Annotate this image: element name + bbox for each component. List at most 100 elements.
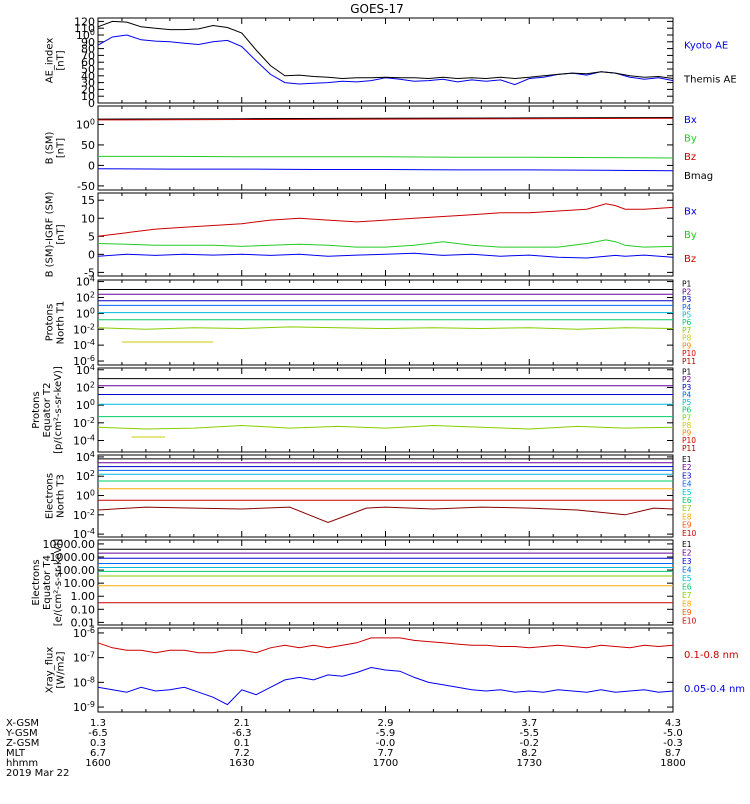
panel-frame — [97, 454, 674, 538]
series-line — [97, 637, 674, 654]
y-axis-title: [nT] — [56, 50, 67, 70]
tick-label: 100 — [76, 28, 95, 42]
legend-label: P1 — [682, 280, 692, 289]
tick-label: 10-7 — [73, 651, 95, 665]
panel-et4: 0.010.101.0010.00100.001000.0010000.00El… — [31, 538, 697, 629]
series-line — [97, 20, 674, 80]
x-tick-value: -5.9 — [376, 728, 396, 739]
x-tick-value: 8.2 — [521, 748, 537, 759]
y-axis-title: Equator T2 — [42, 383, 53, 438]
legend-label: E7 — [682, 504, 692, 513]
legend-label: Bx — [684, 115, 697, 126]
legend-label: P10 — [682, 349, 696, 358]
tick-label: 120 — [74, 15, 95, 28]
tick-label: 1.00 — [71, 590, 96, 603]
legend-label: E9 — [682, 521, 692, 530]
y-axis-title: AE_index — [45, 38, 56, 84]
tick-label: 10 — [81, 90, 95, 103]
legend-label: E1 — [682, 540, 692, 549]
legend-label: E3 — [682, 557, 692, 566]
x-tick-value: 2.9 — [378, 718, 394, 729]
tick-label: -5 — [84, 266, 95, 279]
panel-pt2: 10-4 10-2 100 102 104 Protons Equator T2 [p/(cm… — [31, 363, 696, 454]
tick-label: 0.01 — [71, 616, 96, 629]
legend-label: P1 — [682, 367, 692, 376]
date-label: 2019 Mar 22 — [6, 768, 69, 779]
tick-label: 100 — [76, 489, 95, 503]
series-line — [97, 203, 674, 237]
tick-label: 102 — [76, 469, 95, 483]
series-line — [97, 252, 674, 259]
legend-label: P2 — [682, 287, 692, 296]
x-tick-value: -0.2 — [519, 738, 539, 749]
x-row-label: X-GSM — [6, 718, 39, 729]
series-line — [97, 117, 674, 120]
panel-xray: 10-9 10-8 10-7 10-6 Xray_flux [W/m2] 0.1-0.8 n… — [45, 626, 746, 714]
legend-label: E6 — [682, 496, 692, 505]
tick-label: 104 — [76, 275, 95, 289]
panel-frame — [97, 279, 674, 366]
legend-label: E5 — [682, 574, 692, 583]
legend-label: P5 — [682, 310, 692, 319]
legend-label: P3 — [682, 295, 692, 304]
legend-label: P11 — [682, 357, 696, 366]
y-axis-title: Protons — [31, 391, 42, 428]
legend-label: P5 — [682, 398, 692, 407]
legend-label: E2 — [682, 549, 692, 558]
legend-label: P8 — [682, 421, 692, 430]
tick-label: 80 — [81, 43, 95, 56]
legend-label: By — [684, 230, 697, 241]
legend-label: Kyoto AE — [684, 41, 728, 52]
legend-label: Bz — [684, 254, 696, 265]
panel-frame — [97, 17, 674, 104]
tick-label: 110 — [74, 22, 95, 35]
tick-label: 10-2 — [73, 322, 95, 336]
tick-label: 10.00 — [64, 577, 96, 590]
legend-label: E9 — [682, 608, 692, 617]
tick-label: 104 — [76, 450, 95, 464]
x-tick-value: 6.7 — [90, 748, 106, 759]
tick-label: 1000.00 — [50, 551, 96, 564]
y-axis-title: B (SM) — [45, 131, 56, 164]
x-tick-value: 3.7 — [521, 718, 537, 729]
tick-label: 0 — [88, 159, 95, 172]
x-tick-value: 1.3 — [90, 718, 106, 729]
legend-label: P2 — [682, 375, 692, 384]
x-tick-value: 1630 — [229, 758, 254, 769]
x-tick-value: -5.5 — [519, 728, 539, 739]
tick-label: 90 — [81, 36, 95, 49]
tick-label: 10-2 — [73, 508, 95, 522]
legend-label: E4 — [682, 480, 692, 489]
x-tick-value: -6.3 — [232, 728, 252, 739]
tick-label: 100 — [76, 398, 95, 412]
x-tick-value: 1700 — [373, 758, 398, 769]
tick-label: 50 — [81, 139, 95, 152]
legend-label: P7 — [682, 413, 692, 422]
y-axis-title: Electrons — [45, 473, 56, 519]
legend-label: P6 — [682, 318, 692, 327]
legend-label: E2 — [682, 463, 692, 472]
series-line — [97, 239, 674, 248]
tick-label: 10-9 — [73, 700, 95, 714]
y-axis-title: [nT] — [56, 224, 67, 244]
x-tick-value: 1800 — [660, 758, 685, 769]
legend-label: E8 — [682, 600, 692, 609]
legend-label: P9 — [682, 429, 692, 438]
legend-label: 0.1-0.8 nm — [684, 650, 739, 661]
y-axis-title: Equator T4 — [42, 555, 53, 610]
tick-label: 0 — [88, 97, 95, 110]
legend-label: E3 — [682, 471, 692, 480]
tick-label: 10-6 — [73, 626, 95, 640]
panel-bigrf: -5 0 5 10 15 B (SM)-IGRF (SM) [nT] Bx By Bz — [45, 192, 697, 280]
legend-label: P6 — [682, 406, 692, 415]
legend-label: E8 — [682, 512, 692, 521]
x-tick-value: -0.0 — [376, 738, 396, 749]
y-axis-title: [W/m2] — [56, 651, 67, 688]
x-tick-value: 1600 — [85, 758, 110, 769]
y-axis-title: B (SM)-IGRF (SM) — [45, 192, 56, 278]
x-tick-value: 8.7 — [665, 748, 681, 759]
